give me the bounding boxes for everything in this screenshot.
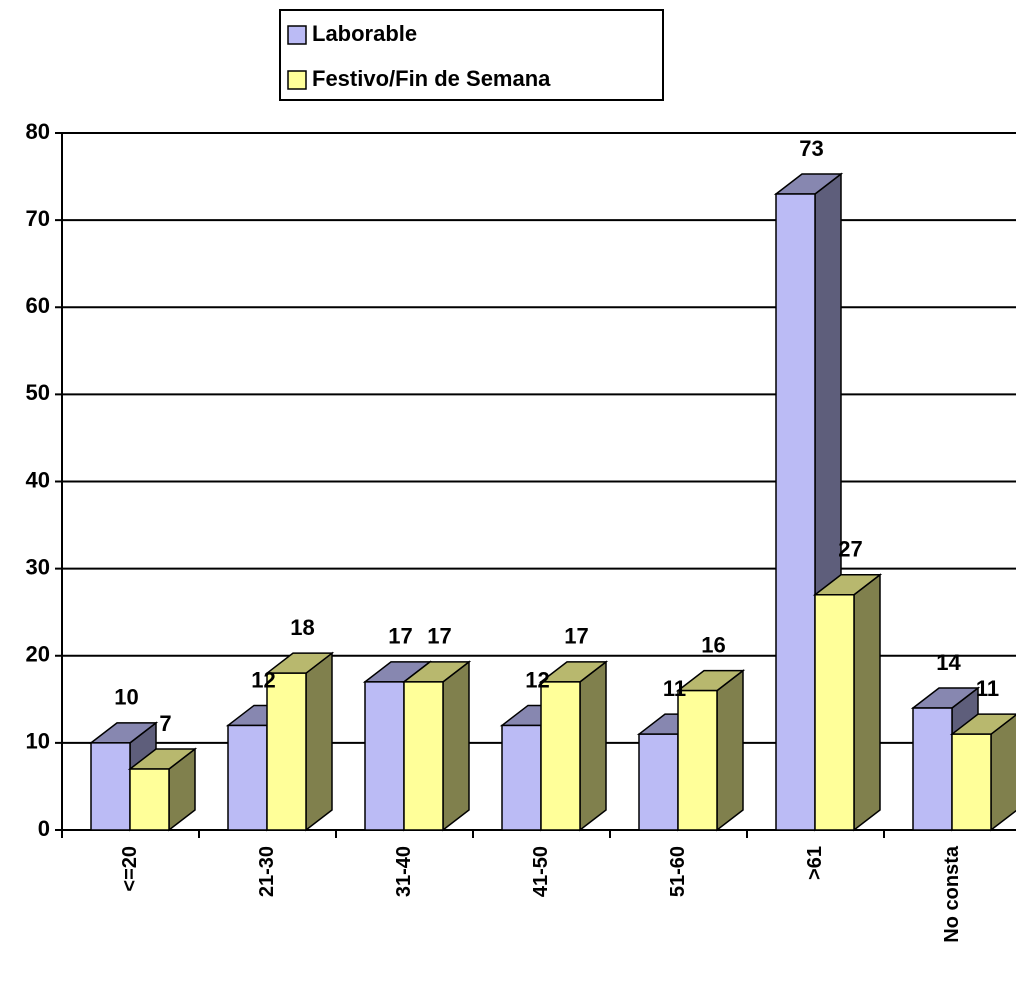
value-label: 12 <box>525 667 549 692</box>
x-tick-label: 21-30 <box>256 846 278 897</box>
value-label: 18 <box>290 615 314 640</box>
x-tick-label: 31-40 <box>393 846 415 897</box>
x-tick-label: >61 <box>804 846 826 880</box>
bar-side <box>442 660 470 832</box>
bar-front <box>814 594 855 831</box>
value-label: 73 <box>799 136 823 161</box>
bar <box>949 713 1016 832</box>
y-tick-label: 70 <box>26 206 50 231</box>
bar <box>401 660 472 832</box>
bar-side <box>716 669 744 832</box>
bar-front <box>912 707 953 831</box>
bar <box>675 669 746 832</box>
bar <box>812 573 883 832</box>
y-tick-label: 50 <box>26 380 50 405</box>
bar-front <box>227 724 268 831</box>
y-tick-label: 80 <box>26 119 50 144</box>
x-tick-label: 41-50 <box>530 846 552 897</box>
bar-front <box>540 681 581 831</box>
bar <box>538 660 609 832</box>
y-tick-label: 60 <box>26 293 50 318</box>
value-label: 17 <box>388 624 412 649</box>
x-tick-label: <=20 <box>119 846 141 892</box>
value-label: 17 <box>427 624 451 649</box>
y-tick-label: 40 <box>26 467 50 492</box>
bar-front <box>677 689 718 831</box>
value-label: 11 <box>976 676 999 701</box>
value-label: 16 <box>701 632 725 657</box>
x-tick-label: No consta <box>941 845 963 943</box>
value-label: 12 <box>251 667 275 692</box>
value-label: 7 <box>159 711 171 736</box>
bar-front <box>638 733 679 831</box>
y-tick-label: 20 <box>26 642 50 667</box>
bar <box>264 651 335 832</box>
value-label: 14 <box>936 650 961 675</box>
bar-front <box>266 672 307 831</box>
legend-label: Festivo/Fin de Semana <box>312 66 551 91</box>
legend-swatch <box>287 70 307 90</box>
bar-side <box>579 660 607 832</box>
bar-front <box>775 193 816 831</box>
legend: Laborable Festivo/Fin de Semana <box>279 9 664 101</box>
x-tick-label: 51-60 <box>667 846 689 897</box>
value-label: 11 <box>663 676 686 701</box>
value-label: 17 <box>564 624 588 649</box>
bar <box>127 747 198 832</box>
bar-front <box>129 768 170 831</box>
bar-front <box>403 681 444 831</box>
y-tick-label: 10 <box>26 729 50 754</box>
bar-side <box>853 573 881 832</box>
legend-box <box>279 9 664 101</box>
legend-label: Laborable <box>312 21 417 46</box>
y-tick-label: 0 <box>38 816 50 841</box>
value-label: 27 <box>838 537 862 562</box>
bar-side <box>305 651 333 832</box>
bar-front <box>90 742 131 831</box>
legend-swatch <box>287 25 307 45</box>
bar-front <box>501 724 542 831</box>
bar-front <box>951 733 992 831</box>
bar-front <box>364 681 405 831</box>
y-tick-label: 30 <box>26 554 50 579</box>
value-label: 10 <box>114 685 138 710</box>
